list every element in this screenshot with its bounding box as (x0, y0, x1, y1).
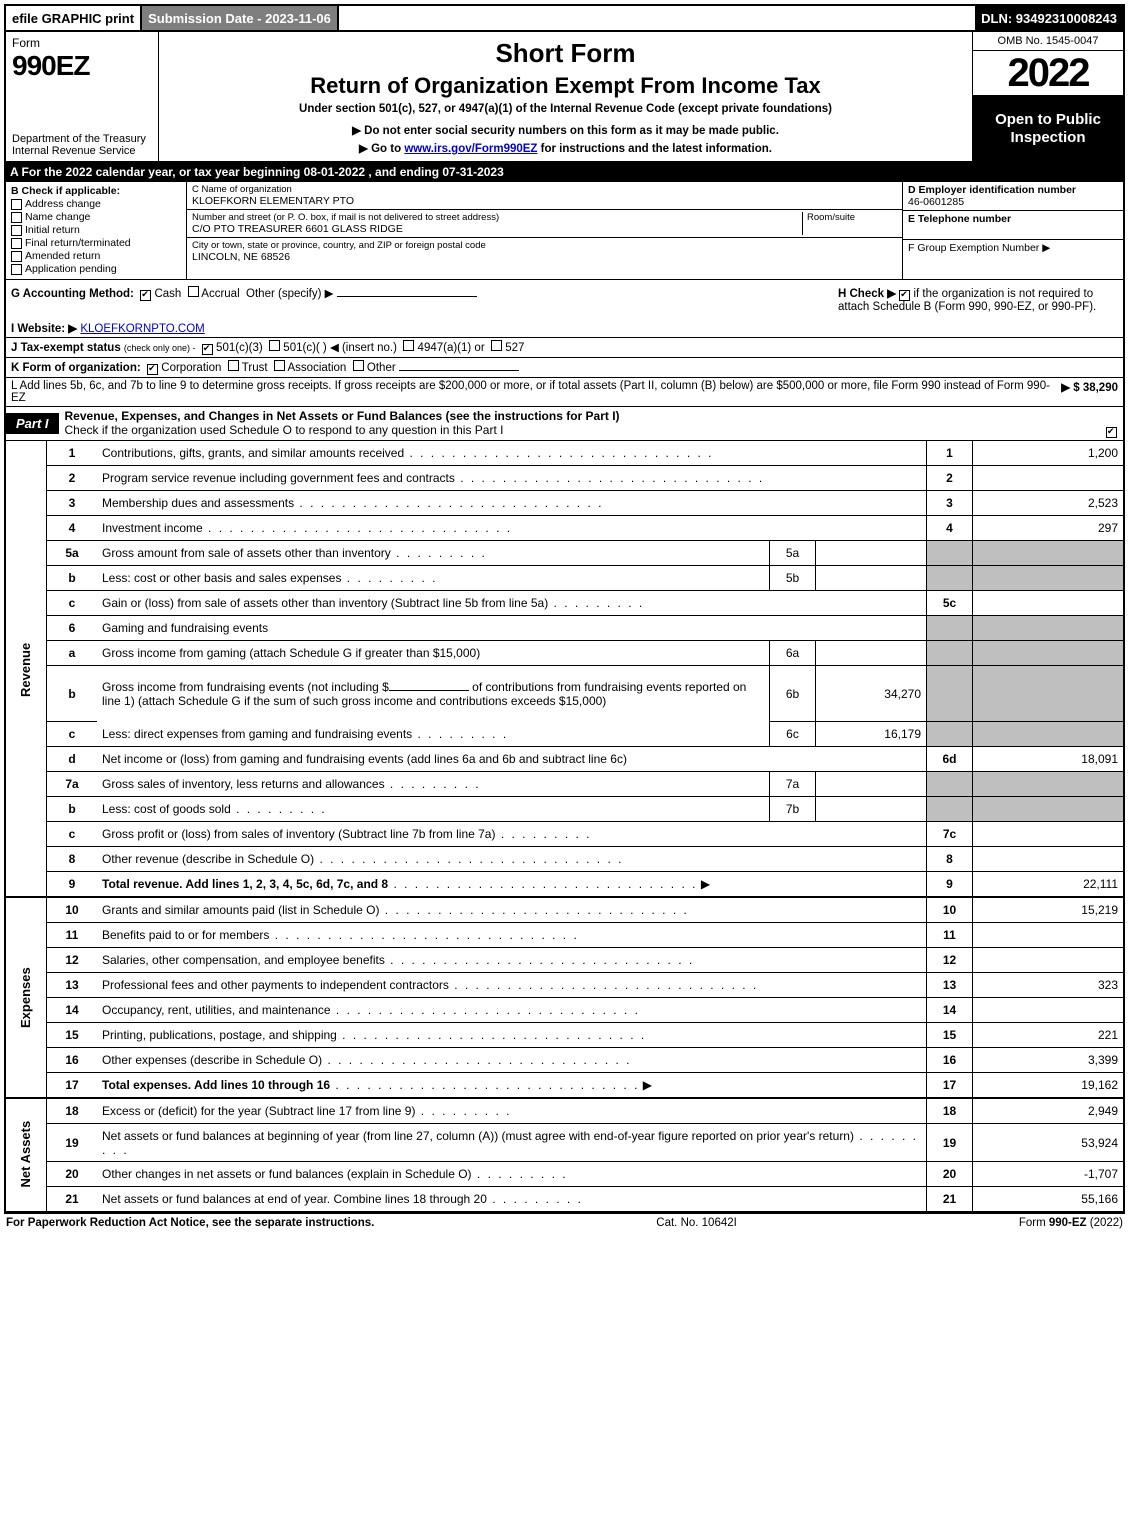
cb-corp[interactable] (147, 364, 158, 375)
website-link[interactable]: KLOEFKORNPTO.COM (80, 323, 204, 335)
header-left: Form 990EZ Department of the Treasury In… (6, 32, 159, 161)
c-city-label: City or town, state or province, country… (192, 240, 897, 251)
header-center: Short Form Return of Organization Exempt… (159, 32, 972, 161)
cb-accrual[interactable] (188, 286, 199, 297)
top-bar: efile GRAPHIC print Submission Date - 20… (4, 4, 1125, 32)
title-short-form: Short Form (495, 38, 635, 69)
cb-name[interactable] (11, 212, 22, 223)
col-c: C Name of organization KLOEFKORN ELEMENT… (187, 182, 902, 279)
omb-number: OMB No. 1545-0047 (973, 32, 1123, 51)
line1-value: 1,200 (973, 441, 1125, 466)
footer-right: Form 990-EZ (2022) (1019, 1217, 1123, 1229)
bullet-goto: ▶ Go to www.irs.gov/Form990EZ for instru… (359, 141, 772, 155)
row-gh: G Accounting Method: Cash Accrual Other … (4, 280, 1125, 319)
revenue-table: Revenue 1 Contributions, gifts, grants, … (4, 441, 1125, 1212)
irs-link[interactable]: www.irs.gov/Form990EZ (404, 143, 537, 155)
col-b-checkboxes: B Check if applicable: Address change Na… (6, 182, 187, 279)
c-name-label: C Name of organization (192, 184, 897, 195)
dept-label: Department of the Treasury (12, 133, 152, 145)
col-d: D Employer identification number 46-0601… (902, 182, 1123, 279)
section-a-taxyear: A For the 2022 calendar year, or tax yea… (4, 163, 1125, 182)
form-word: Form (12, 36, 152, 50)
footer-left: For Paperwork Reduction Act Notice, see … (6, 1217, 374, 1229)
vlabel-expenses: Expenses (5, 897, 47, 1098)
cb-initial[interactable] (11, 225, 22, 236)
l-text: L Add lines 5b, 6c, and 7b to line 9 to … (11, 380, 1061, 404)
room-label: Room/suite (807, 212, 897, 223)
c-street-label: Number and street (or P. O. box, if mail… (192, 212, 802, 223)
row-k: K Form of organization: Corporation Trus… (4, 358, 1125, 378)
org-city: LINCOLN, NE 68526 (192, 251, 897, 263)
title-return: Return of Organization Exempt From Incom… (310, 73, 821, 99)
cb-app[interactable] (11, 264, 22, 275)
e-tel-label: E Telephone number (908, 213, 1118, 225)
cb-sched-o[interactable] (1106, 427, 1117, 438)
cb-other[interactable] (353, 360, 364, 371)
form-number: 990EZ (12, 50, 152, 82)
cb-final[interactable] (11, 238, 22, 249)
irs-label: Internal Revenue Service (12, 145, 152, 157)
cb-amended[interactable] (11, 251, 22, 262)
cb-assoc[interactable] (274, 360, 285, 371)
cb-4947[interactable] (403, 340, 414, 351)
h-block: H Check ▶ if the organization is not req… (833, 280, 1123, 319)
form-header: Form 990EZ Department of the Treasury In… (4, 32, 1125, 163)
f-group-label: F Group Exemption Number ▶ (908, 242, 1118, 254)
cb-address[interactable] (11, 199, 22, 210)
vlabel-revenue: Revenue (5, 441, 47, 897)
part1-tab: Part I (6, 413, 59, 434)
vlabel-net: Net Assets (5, 1098, 47, 1212)
subtitle: Under section 501(c), 527, or 4947(a)(1)… (299, 103, 832, 115)
block-bcd: B Check if applicable: Address change Na… (4, 182, 1125, 280)
header-right: OMB No. 1545-0047 2022 Open to Public In… (972, 32, 1123, 161)
cb-trust[interactable] (228, 360, 239, 371)
tax-year: 2022 (973, 51, 1123, 95)
submission-date: Submission Date - 2023-11-06 (140, 6, 339, 30)
top-spacer (339, 6, 975, 30)
ein-value: 46-0601285 (908, 196, 1118, 208)
row-l: L Add lines 5b, 6c, and 7b to line 9 to … (4, 378, 1125, 407)
org-street: C/O PTO TREASURER 6601 GLASS RIDGE (192, 223, 802, 235)
bullet-ssn: ▶ Do not enter social security numbers o… (352, 123, 779, 137)
cb-501c[interactable] (269, 340, 280, 351)
cb-h[interactable] (899, 290, 910, 301)
footer-cat: Cat. No. 10642I (656, 1217, 737, 1229)
part1-header: Part I Revenue, Expenses, and Changes in… (4, 407, 1125, 441)
cb-527[interactable] (491, 340, 502, 351)
open-public-badge: Open to Public Inspection (973, 95, 1123, 161)
b-label: B Check if applicable: (11, 185, 181, 197)
part1-title: Revenue, Expenses, and Changes in Net As… (59, 407, 1123, 440)
cb-501c3[interactable] (202, 344, 213, 355)
org-name: KLOEFKORN ELEMENTARY PTO (192, 195, 897, 207)
efile-print-label[interactable]: efile GRAPHIC print (6, 6, 140, 30)
row-i: I Website: ▶ KLOEFKORNPTO.COM (4, 319, 1125, 338)
g-label: G Accounting Method: (11, 288, 134, 300)
row-j: J Tax-exempt status (check only one) - 5… (4, 338, 1125, 358)
d-ein-label: D Employer identification number (908, 184, 1118, 196)
l-amount: ▶ $ 38,290 (1061, 380, 1118, 404)
dln-label: DLN: 93492310008243 (975, 6, 1123, 30)
cb-cash[interactable] (140, 290, 151, 301)
page-footer: For Paperwork Reduction Act Notice, see … (4, 1212, 1125, 1232)
